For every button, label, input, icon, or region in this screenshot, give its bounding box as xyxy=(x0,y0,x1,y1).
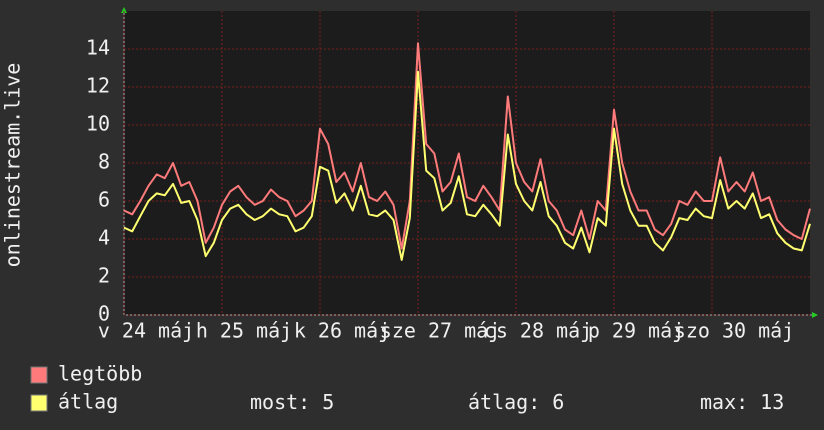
y-tick-label: 12 xyxy=(86,74,110,98)
stat-value: 5 xyxy=(322,390,334,414)
axis-arrow xyxy=(121,7,127,13)
stat: átlag: 6 xyxy=(468,390,564,414)
y-tick-label: 10 xyxy=(86,112,110,136)
legend-swatch xyxy=(30,366,48,384)
axis-arrow xyxy=(812,312,818,318)
y-tick-label: 4 xyxy=(98,226,110,250)
y-tick-label: 0 xyxy=(98,302,110,326)
lines xyxy=(123,42,811,261)
x-tick-label: v 24 máj xyxy=(98,319,194,343)
stat-value: 6 xyxy=(552,390,564,414)
y-tick-label: 2 xyxy=(98,264,110,288)
x-tick-label: k 26 máj xyxy=(294,319,390,343)
y-tick-label: 8 xyxy=(98,150,110,174)
plot-area xyxy=(124,11,810,315)
series-line xyxy=(123,42,811,250)
y-axis-label: onlinestream.live xyxy=(1,63,25,268)
x-tick-label: p 29 máj xyxy=(588,319,684,343)
stat-value: 13 xyxy=(760,390,784,414)
y-tick-label: 14 xyxy=(86,36,110,60)
x-tick-label: cs 28 máj xyxy=(484,319,592,343)
stat: most: 5 xyxy=(250,390,334,414)
series-line xyxy=(123,70,811,261)
y-tick-label: 6 xyxy=(98,188,110,212)
legend-label: legtöbb xyxy=(58,362,142,386)
x-tick-label: h 25 máj xyxy=(196,319,292,343)
x-tick-label: szo 30 máj xyxy=(674,319,794,343)
legend-label: átlag xyxy=(58,390,118,414)
stat-label: átlag: xyxy=(468,390,540,414)
stat-label: max: xyxy=(700,390,748,414)
legend-swatch xyxy=(30,394,48,412)
stat-label: most: xyxy=(250,390,310,414)
x-tick-label: sze 27 máj xyxy=(380,319,500,343)
stat: max: 13 xyxy=(700,390,784,414)
